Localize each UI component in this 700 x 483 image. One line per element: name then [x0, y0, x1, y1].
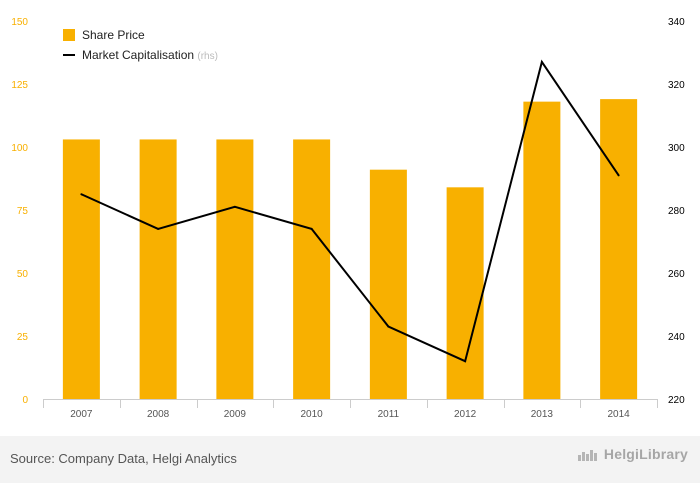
- legend-swatch-share-price: [63, 29, 75, 41]
- legend-rhs-note: (rhs): [197, 51, 218, 62]
- line-series: [80, 59, 620, 363]
- y-right-tick-label: 220: [668, 395, 685, 406]
- bar-2013: [523, 101, 561, 399]
- market-cap-line: [80, 59, 620, 363]
- legend-label-share-price: Share Price: [82, 28, 145, 42]
- bar-2010: [293, 139, 331, 399]
- y-left-tick-label: 150: [11, 17, 28, 28]
- x-tick-label: 2010: [301, 409, 324, 420]
- bar-2011: [369, 169, 407, 399]
- y-left-tick-label: 50: [17, 269, 29, 280]
- y-right-tick-label: 240: [668, 332, 685, 343]
- line-point-2007: [80, 193, 83, 196]
- source-note: Source: Company Data, Helgi Analytics: [10, 451, 237, 466]
- legend: Share Price Market Capitalisation (rhs): [63, 28, 218, 62]
- line-point-2013: [540, 60, 543, 63]
- brand-logo[interactable]: HelgiLibrary: [577, 446, 688, 462]
- brand-name: HelgiLibrary: [603, 446, 688, 462]
- y-right-tick-label: 280: [668, 206, 685, 217]
- bar-2014: [600, 99, 638, 400]
- x-tick-label: 2009: [224, 409, 247, 420]
- line-point-2014: [617, 174, 620, 177]
- y-left-tick-label: 125: [11, 80, 28, 91]
- y-right-tick-label: 340: [668, 17, 685, 28]
- chart: 2007 2008 2009 2010 2011 2012 2013 2014 0 25 50 75 1…: [11, 17, 685, 420]
- line-point-2008: [157, 227, 160, 230]
- y-left-tick-label: 100: [11, 143, 28, 154]
- x-tick-label: 2007: [70, 409, 93, 420]
- x-tick-label: 2013: [531, 409, 554, 420]
- x-tick-label: 2008: [147, 409, 170, 420]
- x-tick-label: 2012: [454, 409, 477, 420]
- y-left-tick-label: 0: [22, 395, 28, 406]
- legend-label-market-cap: Market Capitalisation (rhs): [82, 48, 218, 62]
- bar-series: [62, 99, 638, 400]
- library-icon: [577, 450, 597, 461]
- y-right-tick-label: 260: [668, 269, 685, 280]
- x-tick-label: 2014: [608, 409, 631, 420]
- line-point-2012: [464, 360, 467, 363]
- line-point-2010: [310, 227, 313, 230]
- x-tick-label: 2011: [378, 409, 400, 420]
- axes: 2007 2008 2009 2010 2011 2012 2013 2014 0 25 50 75 1…: [11, 17, 685, 420]
- y-left-tick-label: 75: [17, 206, 29, 217]
- bar-2008: [139, 139, 177, 399]
- line-point-2011: [387, 325, 390, 328]
- y-right-tick-label: 300: [668, 143, 685, 154]
- bar-2012: [446, 187, 484, 399]
- line-point-2009: [233, 205, 236, 208]
- bar-2007: [62, 139, 100, 399]
- bar-2009: [216, 139, 254, 399]
- y-right-tick-label: 320: [668, 80, 685, 91]
- y-left-tick-label: 25: [17, 332, 29, 343]
